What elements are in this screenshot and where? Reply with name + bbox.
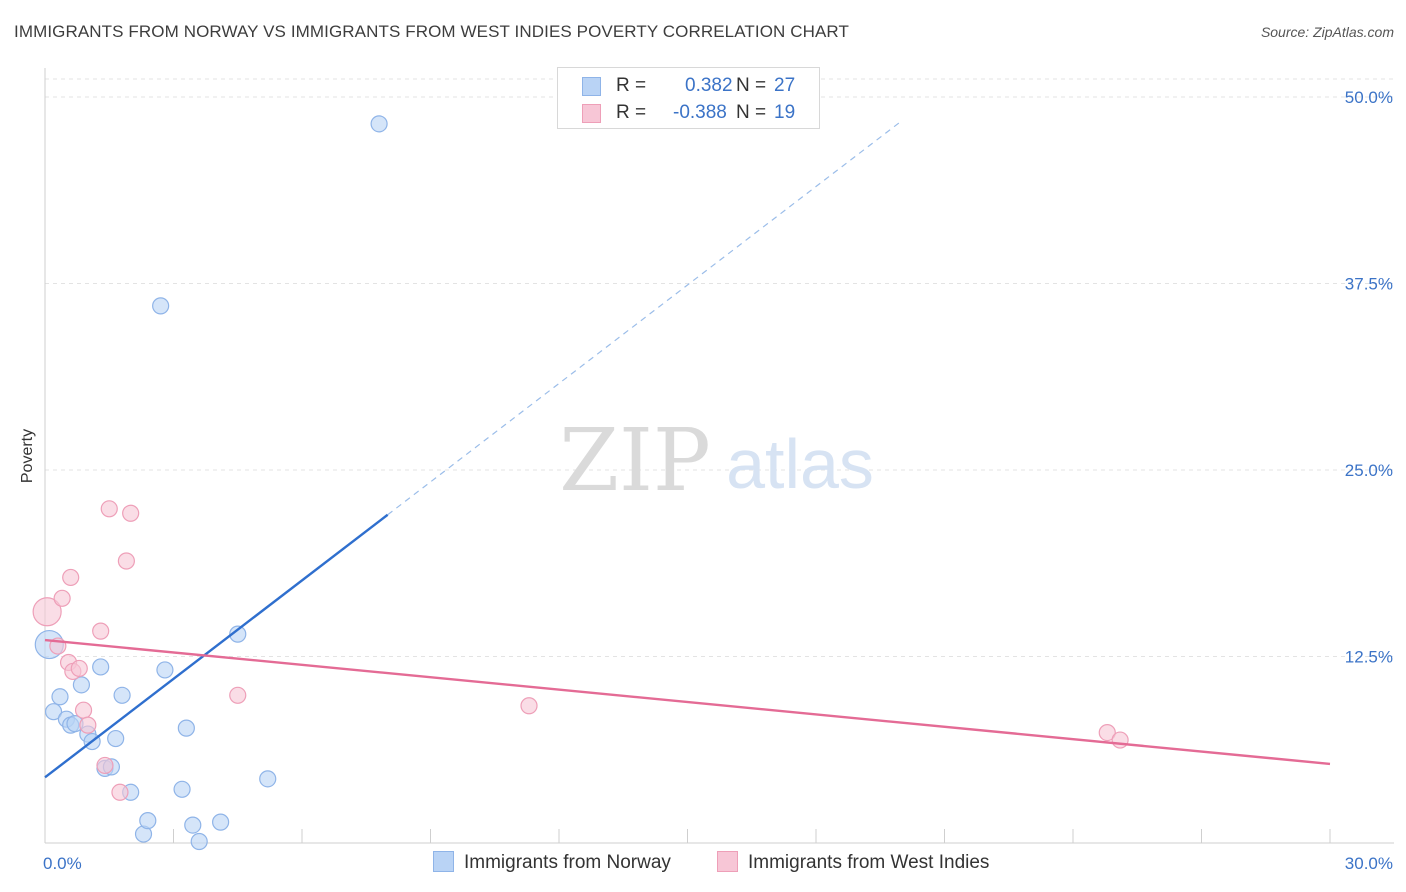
- legend-item-norway[interactable]: Immigrants from Norway: [433, 851, 671, 877]
- tick-labels: 12.5% 25.0% 37.5% 50.0% 0.0% 30.0%: [43, 88, 1393, 873]
- source-label: Source: ZipAtlas.com: [1260, 24, 1394, 40]
- norway-point: [190, 832, 208, 851]
- west-indies-legend-swatch: [717, 851, 738, 872]
- norway-point: [51, 688, 69, 706]
- west-indies-point: [92, 622, 110, 640]
- norway-point: [259, 770, 277, 788]
- west-indies-point: [520, 697, 538, 715]
- legend-label-west-indies: Immigrants from West Indies: [748, 852, 990, 873]
- y-tick-label: 50.0%: [1345, 88, 1393, 107]
- n-value: 27: [774, 75, 796, 96]
- norway-point: [173, 780, 191, 798]
- watermark: ZIP atlas: [559, 411, 874, 511]
- norway-point: [177, 719, 195, 737]
- norway-trend-line: [44, 513, 389, 779]
- norway-swatch: [582, 77, 601, 96]
- norway-point: [44, 703, 63, 721]
- west-indies-point: [122, 504, 140, 522]
- west-indies-point: [229, 686, 247, 704]
- r-label: R =: [616, 75, 647, 96]
- norway-point: [184, 816, 202, 834]
- norway-point: [107, 729, 125, 748]
- axes: [44, 68, 1394, 844]
- norway-point: [113, 686, 131, 704]
- west-indies-swatch: [582, 104, 601, 123]
- west-indies-trend-line: [44, 638, 1331, 766]
- west-indies-point: [62, 568, 80, 587]
- y-tick-label: 12.5%: [1345, 648, 1393, 667]
- legend-label-norway: Immigrants from Norway: [464, 852, 671, 873]
- norway-point: [370, 115, 388, 133]
- r-value: 0.382: [685, 75, 733, 96]
- legend-item-west-indies[interactable]: Immigrants from West Indies: [717, 851, 989, 877]
- r-label: R =: [616, 102, 647, 123]
- n-label: N =: [736, 75, 767, 96]
- norway-legend-swatch: [433, 851, 454, 872]
- norway-trend-extension: [387, 120, 903, 516]
- norway-point: [152, 297, 170, 315]
- n-label: N =: [736, 102, 767, 123]
- norway-point: [92, 658, 110, 676]
- y-tick-label: 25.0%: [1345, 461, 1393, 480]
- data-points: [32, 115, 1129, 851]
- norway-point: [156, 661, 174, 679]
- west-indies-point: [32, 597, 62, 627]
- chart-title: IMMIGRANTS FROM NORWAY VS IMMIGRANTS FRO…: [14, 22, 849, 41]
- norway-point: [139, 812, 157, 830]
- x-tick-label: 30.0%: [1345, 854, 1393, 873]
- west-indies-point: [100, 500, 118, 518]
- norway-point: [229, 625, 247, 643]
- y-tick-label: 37.5%: [1345, 275, 1393, 294]
- west-indies-point: [74, 701, 93, 719]
- west-indies-point: [96, 756, 114, 775]
- west-indies-point: [1098, 723, 1116, 742]
- x-tick-label: 0.0%: [43, 854, 82, 873]
- west-indies-point: [1111, 731, 1129, 749]
- west-indies-point: [111, 783, 129, 801]
- west-indies-point: [53, 589, 71, 607]
- west-indies-point: [79, 716, 97, 734]
- watermark-atlas: atlas: [726, 425, 874, 503]
- watermark-zip: ZIP: [559, 411, 711, 511]
- gridlines: [45, 78, 1394, 657]
- west-indies-point: [70, 659, 88, 678]
- norway-point: [72, 676, 91, 694]
- west-indies-point: [117, 552, 135, 570]
- trend-lines: [44, 120, 1331, 779]
- norway-point: [212, 813, 230, 831]
- n-value: 19: [774, 102, 796, 123]
- correlation-stats-box: R = 0.382 N = 27 R = -0.388 N = 19: [557, 67, 820, 129]
- r-value: -0.388: [673, 102, 727, 123]
